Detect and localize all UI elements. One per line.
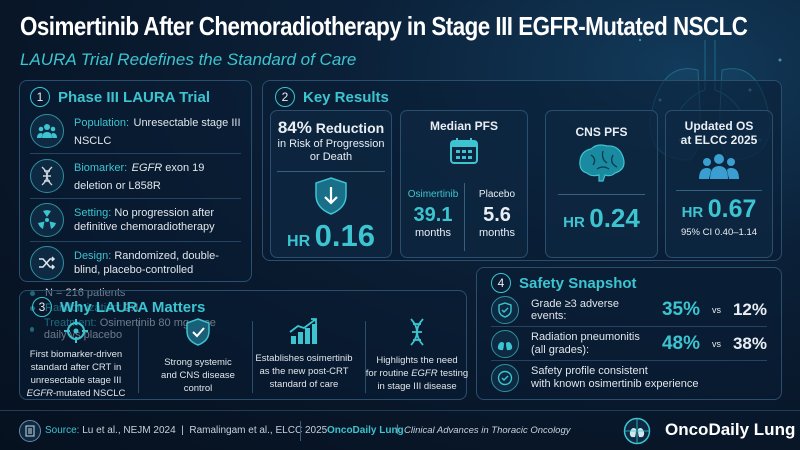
shield-check-icon <box>186 318 210 346</box>
growth-chart-icon <box>289 318 317 344</box>
shield-check-icon <box>491 295 519 324</box>
card-risk-reduction: 84% Reduction in Risk of Progression or … <box>270 110 392 258</box>
people-icon <box>699 154 739 179</box>
dna-icon <box>30 159 64 193</box>
brand-logo-text: OncoDaily Lung <box>665 420 796 439</box>
page-subtitle: LAURA Trial Redefines the Standard of Ca… <box>20 50 357 69</box>
document-icon <box>19 420 41 442</box>
shield-down-icon <box>315 177 347 215</box>
section-header: 4 Safety Snapshot <box>491 273 767 293</box>
safety-row-pneumonitis: Radiation pneumonitis (all grades): 48% v… <box>491 327 767 361</box>
shuffle-icon <box>30 246 64 280</box>
section-header: 2 Key Results <box>275 87 389 107</box>
page-title: Osimertinib After Chemoradiotherapy in S… <box>20 11 748 41</box>
section-number: 1 <box>30 87 50 107</box>
brain-icon <box>578 144 625 182</box>
safety-row-profile: Safety profile consistent with known osim… <box>491 361 767 395</box>
list-item-design: Design: Randomized, double-blind, placeb… <box>30 242 241 284</box>
people-icon <box>30 114 64 148</box>
list-item-setting: Setting: No progression after definitive… <box>30 199 241 242</box>
section-header: 3 Why LAURA Matters <box>32 297 205 317</box>
card-cns-pfs: CNS PFS HR 0.24 <box>545 110 658 258</box>
footer: Source: Lu et al., NEJM 2024 | Ramalinga… <box>0 410 800 450</box>
target-icon <box>64 319 88 343</box>
radiation-icon <box>30 203 64 237</box>
lungs-icon <box>491 329 519 358</box>
section-trial-design: 1 Phase III LAURA Trial Population: Unres… <box>19 80 252 341</box>
section-safety: 4 Safety Snapshot Grade ≥3 adverse events… <box>476 267 782 400</box>
check-circle-icon <box>491 364 519 392</box>
dna-icon <box>410 318 424 346</box>
section-title: Phase III LAURA Trial <box>58 88 210 106</box>
section-why-laura: 3 Why LAURA Matters First biomarker-drive… <box>19 290 468 400</box>
card-updated-os: Updated OS at ELCC 2025 HR 0.67 95% CI 0… <box>665 110 773 258</box>
safety-row-grade3: Grade ≥3 adverse events: 35% vs 12% <box>491 293 767 327</box>
section-header: 1 Phase III LAURA Trial <box>30 87 241 107</box>
list-item-population: Population: Unresectable stage III NSCLC <box>30 109 241 154</box>
calendar-icon <box>450 138 478 164</box>
oncodaily-logo-icon <box>623 417 651 445</box>
card-median-pfs: Median PFS Osimertinib 39.1 months Place… <box>400 110 528 258</box>
list-item-biomarker: Biomarker: EGFR exon 19 deletion or L858… <box>30 154 241 199</box>
